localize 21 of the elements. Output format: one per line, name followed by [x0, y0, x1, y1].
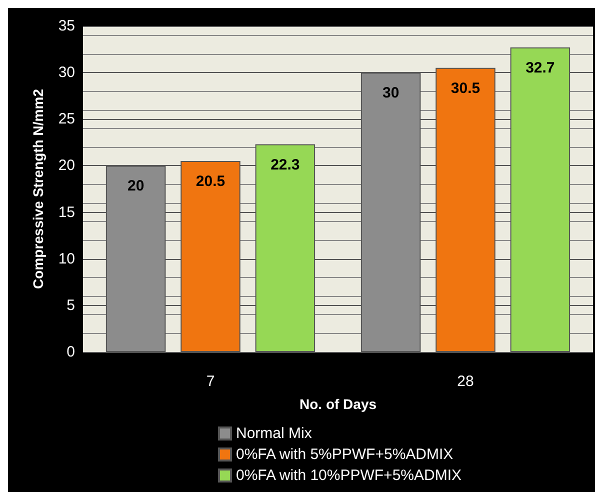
y-tick-label: 30: [58, 64, 75, 82]
x-axis-title: No. of Days: [299, 396, 377, 412]
x-tick-label: 7: [206, 373, 215, 390]
y-axis-title: Compressive Strength N/mm2: [30, 88, 46, 289]
legend-label: 0%FA with 5%PPWF+5%ADMIX: [236, 446, 454, 463]
x-tick-label: 28: [457, 373, 474, 390]
y-tick-label: 10: [58, 250, 75, 268]
legend-label: 0%FA with 10%PPWF+5%ADMIX: [236, 467, 462, 484]
y-tick-label: 20: [58, 157, 75, 174]
y-tick-label: 0: [66, 344, 75, 360]
y-tick-label: 5: [66, 296, 75, 314]
data-label: 20.5: [196, 173, 226, 190]
y-tick-label: 35: [58, 18, 75, 34]
legend-label: Normal Mix: [236, 425, 312, 442]
data-label: 20: [127, 178, 144, 195]
data-label: 30.5: [450, 80, 480, 97]
y-tick-label: 25: [58, 110, 75, 128]
data-label: 22.3: [270, 156, 300, 174]
y-tick-label: 15: [58, 204, 75, 221]
data-label: 30: [382, 84, 400, 102]
data-label: 32.7: [526, 59, 555, 76]
